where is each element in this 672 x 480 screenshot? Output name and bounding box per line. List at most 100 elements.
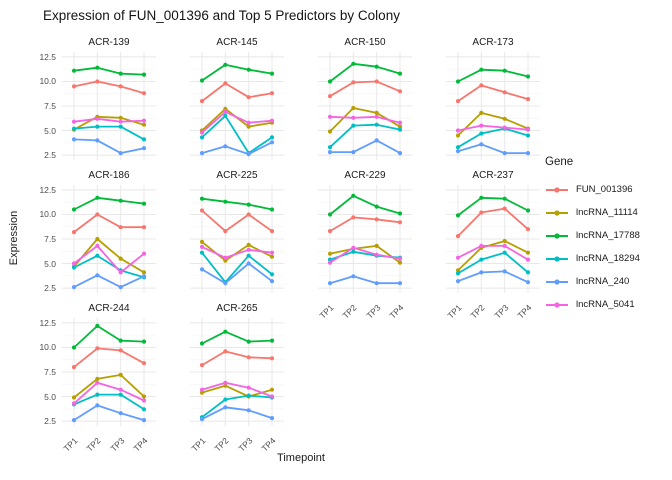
series-line-FUN_001396	[73, 213, 145, 233]
facet-title: ACR-145	[216, 37, 258, 48]
data-point-lncRNA_17788	[141, 72, 147, 77]
data-point-lncRNA_18294	[223, 113, 228, 118]
legend-key-point	[554, 232, 560, 239]
data-point-FUN_001396	[199, 99, 205, 104]
data-point-lncRNA_17788	[95, 195, 100, 200]
data-point-lncRNA_240	[374, 138, 379, 143]
data-point-lncRNA_18294	[502, 250, 507, 255]
data-point-lncRNA_18294	[223, 397, 228, 402]
data-point-lncRNA_5041	[246, 385, 251, 390]
data-point-lncRNA_5041	[397, 256, 403, 261]
data-point-lncRNA_17788	[374, 64, 379, 69]
data-point-lncRNA_240	[223, 405, 228, 410]
data-point-lncRNA_5041	[246, 120, 251, 125]
series-line-FUN_001396	[201, 82, 273, 102]
y-tick-label: 12.5	[39, 51, 56, 62]
data-point-lncRNA_17788	[118, 71, 123, 76]
series-line-lncRNA_240	[201, 141, 273, 155]
legend-key-icon	[546, 186, 568, 193]
data-point-lncRNA_5041	[199, 387, 205, 392]
legend-key-icon	[546, 301, 568, 308]
legend-items: FUN_001396 lncRNA_11114 lncRNA_17788 lncRNA…	[545, 178, 640, 316]
data-point-lncRNA_240	[95, 403, 100, 408]
facet-ACR-139: ACR-139	[62, 37, 156, 160]
data-point-lncRNA_17788	[199, 341, 205, 346]
data-point-lncRNA_240	[351, 274, 356, 279]
data-point-lncRNA_240	[246, 152, 251, 157]
data-point-lncRNA_17788	[223, 62, 228, 67]
series-line-lncRNA_240	[73, 274, 145, 288]
data-point-lncRNA_240	[71, 285, 77, 290]
data-point-lncRNA_240	[95, 138, 100, 143]
data-point-lncRNA_5041	[118, 119, 123, 124]
data-point-lncRNA_240	[223, 144, 228, 149]
data-point-lncRNA_5041	[479, 123, 484, 128]
data-point-lncRNA_18294	[141, 137, 147, 142]
data-point-lncRNA_18294	[118, 124, 123, 129]
data-point-lncRNA_18294	[397, 127, 403, 132]
data-point-lncRNA_240	[374, 281, 379, 286]
data-point-FUN_001396	[397, 220, 403, 225]
legend-label: lncRNA_18294	[576, 253, 640, 264]
series-line-lncRNA_240	[329, 139, 401, 154]
series-line-lncRNA_11114	[73, 374, 145, 399]
data-point-lncRNA_18294	[351, 249, 356, 254]
data-point-lncRNA_240	[525, 280, 531, 285]
data-point-lncRNA_240	[141, 146, 147, 151]
y-tick-label: 10.0	[39, 342, 56, 353]
legend-key-point	[554, 255, 560, 262]
data-point-lncRNA_11114	[141, 270, 147, 275]
legend-item-lncRNA_240: lncRNA_240	[545, 270, 640, 293]
data-point-lncRNA_240	[246, 261, 251, 266]
facet-title: ACR-186	[88, 170, 130, 181]
data-point-lncRNA_18294	[246, 393, 251, 398]
series-line-FUN_001396	[201, 350, 273, 366]
data-point-lncRNA_17788	[118, 198, 123, 203]
data-point-FUN_001396	[351, 215, 356, 220]
legend-label: lncRNA_11114	[576, 207, 638, 218]
data-point-lncRNA_240	[71, 418, 77, 423]
data-point-lncRNA_17788	[455, 213, 461, 218]
data-point-FUN_001396	[397, 89, 403, 94]
series-line-lncRNA_18294	[73, 125, 145, 141]
y-tick-label: 10.0	[39, 209, 56, 220]
legend-key-icon	[546, 232, 568, 239]
facet-panel	[190, 185, 284, 293]
data-point-FUN_001396	[141, 361, 147, 366]
series-line-lncRNA_18294	[201, 114, 273, 154]
data-point-lncRNA_18294	[455, 145, 461, 150]
data-point-FUN_001396	[71, 84, 77, 89]
data-point-FUN_001396	[118, 84, 123, 89]
data-point-FUN_001396	[455, 234, 461, 239]
series-line-lncRNA_240	[201, 406, 273, 420]
data-point-FUN_001396	[246, 355, 251, 360]
data-point-lncRNA_18294	[455, 271, 461, 276]
series-line-lncRNA_17788	[73, 196, 145, 211]
data-point-lncRNA_11114	[374, 110, 379, 115]
facet-title: ACR-225	[216, 170, 258, 181]
data-point-lncRNA_18294	[479, 131, 484, 136]
series-line-lncRNA_5041	[457, 245, 529, 261]
data-point-lncRNA_240	[199, 417, 205, 422]
data-point-lncRNA_18294	[95, 253, 100, 258]
data-point-lncRNA_17788	[327, 79, 333, 84]
series-line-lncRNA_240	[201, 262, 273, 285]
data-point-lncRNA_11114	[223, 258, 228, 263]
data-point-lncRNA_11114	[141, 394, 147, 399]
series-line-lncRNA_18294	[457, 127, 529, 149]
data-point-lncRNA_11114	[118, 372, 123, 377]
series-line-lncRNA_11114	[457, 240, 529, 272]
data-point-FUN_001396	[118, 225, 123, 230]
data-point-lncRNA_17788	[374, 204, 379, 209]
data-point-lncRNA_17788	[118, 338, 123, 343]
series-line-lncRNA_17788	[201, 330, 273, 345]
series-line-FUN_001396	[457, 207, 529, 237]
data-point-FUN_001396	[95, 212, 100, 217]
facet-ACR-145: ACR-145	[190, 37, 284, 160]
facet-title: ACR-150	[344, 37, 386, 48]
data-point-lncRNA_18294	[95, 392, 100, 397]
data-point-lncRNA_5041	[374, 114, 379, 119]
data-point-lncRNA_11114	[479, 110, 484, 115]
y-tick-label: 7.5	[44, 101, 56, 111]
data-point-FUN_001396	[95, 346, 100, 351]
